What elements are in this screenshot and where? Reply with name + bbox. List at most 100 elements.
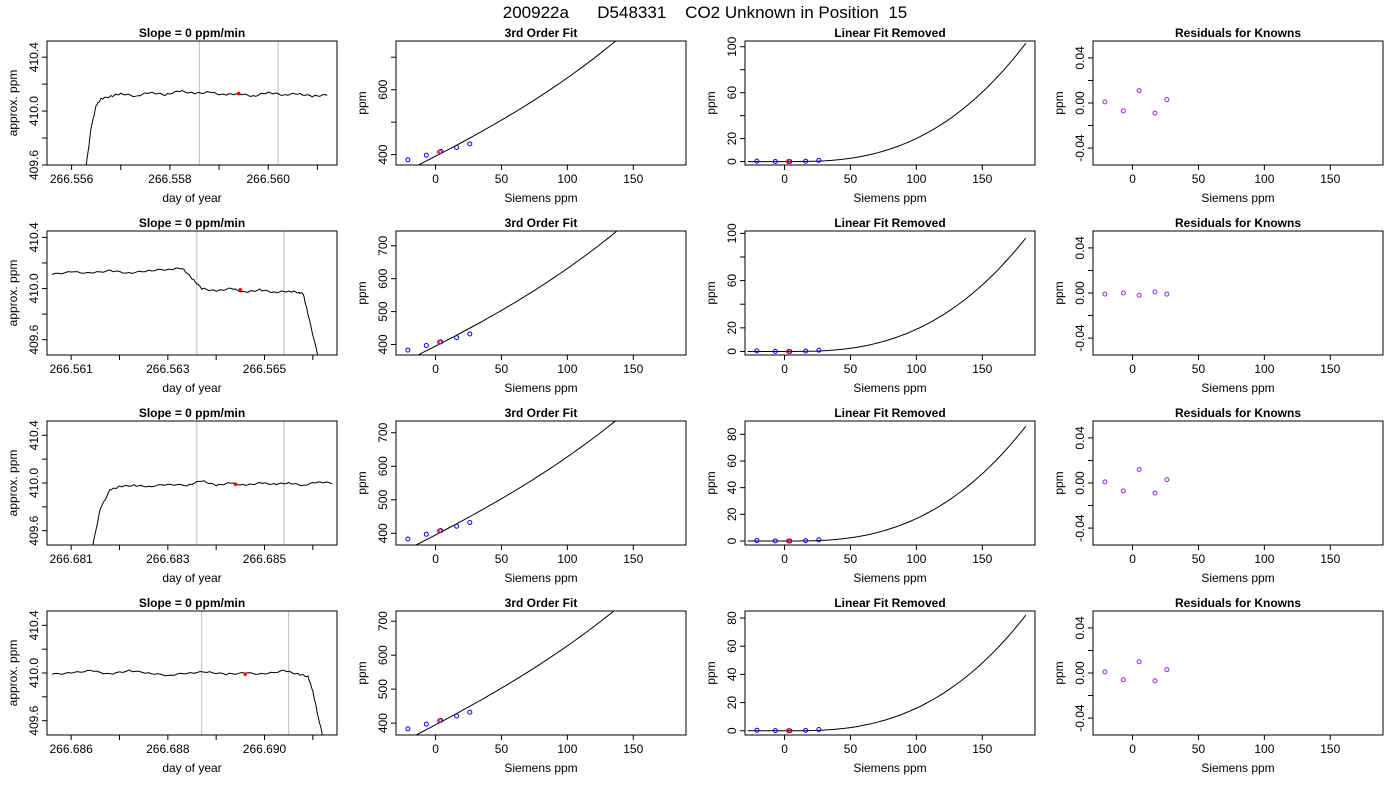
panel-r3-c1: Slope = 0 ppm/min 266.681 266.683 266.685 da… bbox=[6, 406, 338, 585]
x-axis-label: day of year bbox=[162, 571, 221, 585]
x-tick-label: 0 bbox=[432, 742, 439, 756]
plot-area bbox=[1102, 88, 1170, 116]
plot-area bbox=[1102, 289, 1170, 298]
x-axis-label: Siemens ppm bbox=[504, 381, 577, 395]
known-point bbox=[467, 331, 473, 337]
y-tick-label: 409.6 bbox=[27, 150, 41, 180]
plot-frame bbox=[744, 420, 1036, 546]
panel-title: Slope = 0 ppm/min bbox=[139, 406, 245, 420]
y-tick-label: 0.04 bbox=[1073, 616, 1087, 640]
x-axis-label: Siemens ppm bbox=[853, 381, 926, 395]
y-tick-label: 20 bbox=[725, 507, 739, 521]
co2-trace-line bbox=[85, 89, 328, 165]
x-tick-label: 50 bbox=[495, 552, 509, 566]
x-tick-label: 100 bbox=[906, 362, 926, 376]
y-tick-label: 410.0 bbox=[27, 273, 41, 303]
x-tick-label: 150 bbox=[972, 362, 992, 376]
plot-frame bbox=[46, 230, 338, 356]
x-axis-label: day of year bbox=[162, 761, 221, 775]
y-tick-label: 500 bbox=[376, 301, 390, 321]
plot-area bbox=[405, 611, 615, 735]
plot-frame bbox=[744, 230, 1036, 356]
known-point bbox=[754, 537, 760, 543]
y-tick-label: 600 bbox=[376, 268, 390, 288]
x-tick-label: 100 bbox=[1254, 172, 1274, 186]
x-tick-label: 266.556 bbox=[50, 172, 94, 186]
plot-frame bbox=[46, 610, 338, 736]
x-tick-label: 50 bbox=[1192, 362, 1206, 376]
residual-point bbox=[1164, 97, 1170, 103]
known-point bbox=[754, 158, 760, 164]
x-axis-label: Siemens ppm bbox=[1201, 381, 1274, 395]
x-tick-label: 0 bbox=[781, 742, 788, 756]
unknown-point bbox=[786, 728, 791, 734]
x-tick-label: 0 bbox=[432, 362, 439, 376]
fit-residual-curve bbox=[747, 237, 1027, 352]
panel-title: Residuals for Knowns bbox=[1175, 26, 1301, 40]
panel-r1-c2: 3rd Order Fit 0 50 100 150 Siemens ppm 400 600 p… bbox=[355, 26, 687, 205]
known-point bbox=[754, 348, 760, 354]
unknown-point bbox=[437, 718, 442, 724]
known-point bbox=[816, 537, 822, 543]
panel-r1-c3: Linear Fit Removed 0 50 100 150 Siemens ppm 0 2… bbox=[704, 26, 1036, 205]
y-axis-label: approx. ppm bbox=[6, 260, 20, 327]
sample-marker bbox=[243, 672, 247, 676]
fit-curve bbox=[414, 421, 617, 545]
panel-title: Slope = 0 ppm/min bbox=[139, 216, 245, 230]
y-tick-label: -0.04 bbox=[1073, 704, 1087, 732]
sample-marker bbox=[233, 482, 238, 486]
known-point bbox=[467, 520, 473, 526]
x-tick-label: 0 bbox=[1129, 552, 1136, 566]
y-tick-label: 60 bbox=[725, 86, 739, 100]
plot-area bbox=[747, 425, 1027, 544]
x-axis-label: day of year bbox=[162, 381, 221, 395]
unknown-point bbox=[437, 149, 442, 155]
x-tick-label: 266.690 bbox=[243, 742, 287, 756]
y-tick-label: 0 bbox=[725, 158, 739, 165]
y-tick-label: 20 bbox=[725, 321, 739, 335]
panel-title: 3rd Order Fit bbox=[505, 26, 578, 40]
fit-residual-curve bbox=[747, 425, 1027, 542]
y-tick-label: -0.04 bbox=[1073, 324, 1087, 352]
y-tick-label: 0 bbox=[725, 727, 739, 734]
y-axis-label: ppm bbox=[355, 471, 369, 494]
panel-grid: Slope = 0 ppm/min 266.556 266.558 266.560 da… bbox=[6, 26, 1384, 775]
known-point bbox=[454, 335, 460, 341]
panel-title: Linear Fit Removed bbox=[834, 26, 945, 40]
co2-trace-line bbox=[92, 480, 333, 545]
x-tick-label: 50 bbox=[844, 172, 858, 186]
sample-marker bbox=[238, 288, 243, 292]
residual-point bbox=[1120, 677, 1126, 683]
y-tick-label: 410.4 bbox=[27, 610, 41, 640]
x-tick-label: 0 bbox=[781, 362, 788, 376]
y-tick-label: 0.04 bbox=[1073, 426, 1087, 450]
x-axis-label: Siemens ppm bbox=[1201, 761, 1274, 775]
fit-residual-curve bbox=[747, 614, 1027, 732]
y-tick-label: 60 bbox=[725, 274, 739, 288]
known-point bbox=[467, 709, 473, 715]
residual-point bbox=[1102, 291, 1108, 297]
y-tick-label: 100 bbox=[725, 223, 739, 243]
panel-title: Residuals for Knowns bbox=[1175, 406, 1301, 420]
residual-point bbox=[1120, 108, 1126, 114]
y-axis-label: ppm bbox=[704, 281, 718, 304]
y-tick-label: -0.04 bbox=[1073, 514, 1087, 542]
plot-frame bbox=[1092, 610, 1384, 736]
plot-area bbox=[51, 231, 319, 355]
residual-point bbox=[1164, 291, 1170, 297]
panel-title: 3rd Order Fit bbox=[505, 216, 578, 230]
residual-point bbox=[1136, 292, 1142, 298]
x-tick-label: 100 bbox=[1254, 552, 1274, 566]
y-tick-label: 700 bbox=[376, 235, 390, 255]
plot-frame bbox=[46, 40, 338, 166]
plot-area bbox=[405, 421, 617, 545]
x-tick-label: 0 bbox=[432, 172, 439, 186]
x-tick-label: 50 bbox=[1192, 552, 1206, 566]
x-tick-label: 0 bbox=[432, 552, 439, 566]
x-tick-label: 150 bbox=[1320, 552, 1340, 566]
y-tick-label: 410.0 bbox=[27, 468, 41, 498]
known-point bbox=[423, 531, 429, 537]
y-tick-label: 400 bbox=[376, 523, 390, 543]
y-tick-label: 409.6 bbox=[27, 324, 41, 354]
residual-point bbox=[1102, 669, 1108, 675]
